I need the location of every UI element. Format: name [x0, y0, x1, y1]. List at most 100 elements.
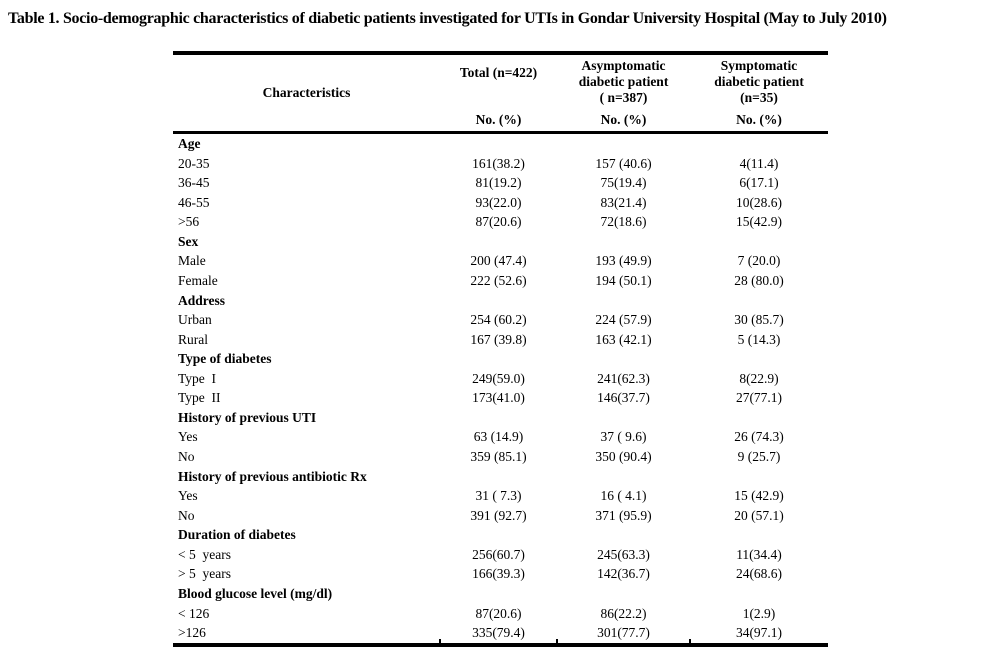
cell-characteristic: 36-45	[178, 175, 210, 191]
table-row: No 359 (85.1) 350 (90.4) 9 (25.7)	[173, 447, 828, 467]
cell-characteristic: 20-35	[178, 155, 210, 171]
cell-symptomatic: 15 (42.9)	[734, 488, 784, 504]
cell-characteristic: Address	[178, 292, 226, 308]
cell-symptomatic	[690, 291, 828, 311]
table-row: > 5 years 166(39.3) 142(36.7) 24(68.6)	[173, 564, 828, 584]
cell-symptomatic: 7 (20.0)	[737, 253, 781, 269]
cell-asymptomatic: 301(77.7)	[597, 625, 650, 641]
cell-total: 254 (60.2)	[470, 312, 527, 328]
cell-asymptomatic	[557, 467, 690, 487]
table-top-rule	[173, 51, 828, 55]
section-row: Address	[173, 291, 828, 311]
table-row: No 391 (92.7) 371 (95.9) 20 (57.1)	[173, 506, 828, 526]
table-row: Male 200 (47.4) 193 (49.9) 7 (20.0)	[173, 251, 828, 271]
cell-characteristic: < 5 years	[178, 546, 231, 562]
table-caption: Table 1. Socio-demographic characteristi…	[8, 10, 887, 27]
cell-total: 166(39.3)	[472, 566, 525, 582]
table-body: Age 20-35 161(38.2) 157 (40.6) 4(11.4) 36-45 8…	[173, 134, 828, 643]
cell-characteristic: History of previous UTI	[178, 409, 317, 425]
cell-characteristic: No	[178, 449, 195, 464]
cell-symptomatic	[690, 525, 828, 545]
cell-asymptomatic: 193 (49.9)	[595, 253, 652, 269]
cell-total	[440, 584, 557, 604]
table-row: Yes 63 (14.9) 37 ( 9.6) 26 (74.3)	[173, 427, 828, 447]
cell-symptomatic: 1(2.9)	[742, 605, 776, 621]
cell-characteristic: History of previous antibiotic Rx	[178, 468, 367, 484]
table-row: Yes 31 ( 7.3) 16 ( 4.1) 15 (42.9)	[173, 486, 828, 506]
cell-asymptomatic: 83(21.4)	[600, 194, 647, 210]
cell-total	[440, 291, 557, 311]
table-header-row: Characteristics Total (n=422) No. (%) As…	[173, 55, 828, 131]
cell-total: 359 (85.1)	[470, 449, 527, 464]
cell-asymptomatic: 157 (40.6)	[595, 155, 652, 171]
cell-asymptomatic: 75(19.4)	[600, 175, 647, 191]
cell-total: 81(19.2)	[475, 175, 522, 191]
column-header-label: Total (n=422)	[459, 65, 538, 80]
cell-characteristic: Type of diabetes	[178, 351, 272, 367]
cell-symptomatic: 27(77.1)	[735, 390, 783, 406]
table-row: Urban 254 (60.2) 224 (57.9) 30 (85.7)	[173, 310, 828, 330]
table-row: >126 335(79.4) 301(77.7) 34(97.1)	[173, 623, 828, 643]
cell-asymptomatic: 37 ( 9.6)	[600, 429, 647, 445]
cell-asymptomatic: 350 (90.4)	[595, 449, 652, 464]
column-header-label: Characteristics	[262, 85, 351, 100]
cell-characteristic: Sex	[178, 233, 199, 249]
cell-characteristic: Male	[178, 253, 206, 269]
cell-symptomatic: 30 (85.7)	[734, 312, 784, 328]
cell-characteristic: Yes	[178, 488, 198, 504]
cell-asymptomatic	[557, 232, 690, 252]
column-header-symptomatic: Symptomatic diabetic patient (n=35) No. …	[690, 55, 828, 131]
table-row: Type II 173(41.0) 146(37.7) 27(77.1)	[173, 388, 828, 408]
cell-characteristic: Type II	[178, 390, 221, 406]
cell-characteristic: Duration of diabetes	[178, 527, 296, 543]
cell-asymptomatic	[557, 349, 690, 369]
cell-symptomatic	[690, 349, 828, 369]
cell-symptomatic	[690, 232, 828, 252]
cell-symptomatic: 24(68.6)	[735, 566, 783, 582]
cell-symptomatic: 6(17.1)	[739, 175, 779, 191]
cell-symptomatic: 11(34.4)	[736, 546, 782, 562]
cell-characteristic: Urban	[178, 312, 212, 328]
table-row: Type I 249(59.0) 241(62.3) 8(22.9)	[173, 369, 828, 389]
section-row: Age	[173, 134, 828, 154]
column-header-label: Symptomatic diabetic patient (n=35)	[714, 58, 804, 105]
column-header-sublabel: No. (%)	[736, 112, 782, 127]
cell-characteristic: Blood glucose level (mg/dl)	[178, 585, 333, 601]
section-row: History of previous antibiotic Rx	[173, 467, 828, 487]
cell-symptomatic: 20 (57.1)	[734, 507, 784, 523]
section-row: Type of diabetes	[173, 349, 828, 369]
cell-asymptomatic: 16 ( 4.1)	[600, 488, 647, 504]
cell-symptomatic: 5 (14.3)	[737, 331, 781, 347]
cell-total	[440, 349, 557, 369]
cell-asymptomatic: 224 (57.9)	[595, 312, 652, 328]
column-header-asymptomatic: Asymptomatic diabetic patient ( n=387) N…	[557, 55, 690, 131]
column-header-label: Asymptomatic diabetic patient ( n=387)	[578, 58, 669, 105]
column-boundary-tick	[556, 638, 558, 643]
cell-symptomatic: 15(42.9)	[735, 214, 783, 230]
cell-total	[440, 134, 557, 154]
cell-asymptomatic: 194 (50.1)	[595, 272, 652, 288]
cell-symptomatic: 28 (80.0)	[734, 272, 784, 288]
column-header-sublabel: No. (%)	[475, 112, 522, 127]
cell-asymptomatic: 163 (42.1)	[595, 331, 652, 347]
table-row: 36-45 81(19.2) 75(19.4) 6(17.1)	[173, 173, 828, 193]
cell-asymptomatic	[557, 525, 690, 545]
cell-total: 167 (39.8)	[470, 331, 527, 347]
data-table: Characteristics Total (n=422) No. (%) As…	[173, 51, 828, 647]
cell-asymptomatic: 241(62.3)	[597, 370, 650, 386]
cell-symptomatic: 9 (25.7)	[737, 449, 781, 464]
column-boundary-tick	[689, 638, 691, 643]
cell-total: 87(20.6)	[475, 605, 522, 621]
cell-symptomatic: 26 (74.3)	[734, 429, 784, 445]
cell-asymptomatic	[557, 291, 690, 311]
cell-total: 173(41.0)	[472, 390, 525, 406]
cell-characteristic: >126	[178, 625, 206, 641]
cell-symptomatic	[690, 134, 828, 154]
column-header-sublabel: No. (%)	[600, 112, 647, 127]
cell-total	[440, 232, 557, 252]
table-row: < 126 87(20.6) 86(22.2) 1(2.9)	[173, 604, 828, 624]
table-bottom-rule	[173, 638, 828, 647]
section-row: Duration of diabetes	[173, 525, 828, 545]
cell-symptomatic: 10(28.6)	[735, 194, 783, 210]
